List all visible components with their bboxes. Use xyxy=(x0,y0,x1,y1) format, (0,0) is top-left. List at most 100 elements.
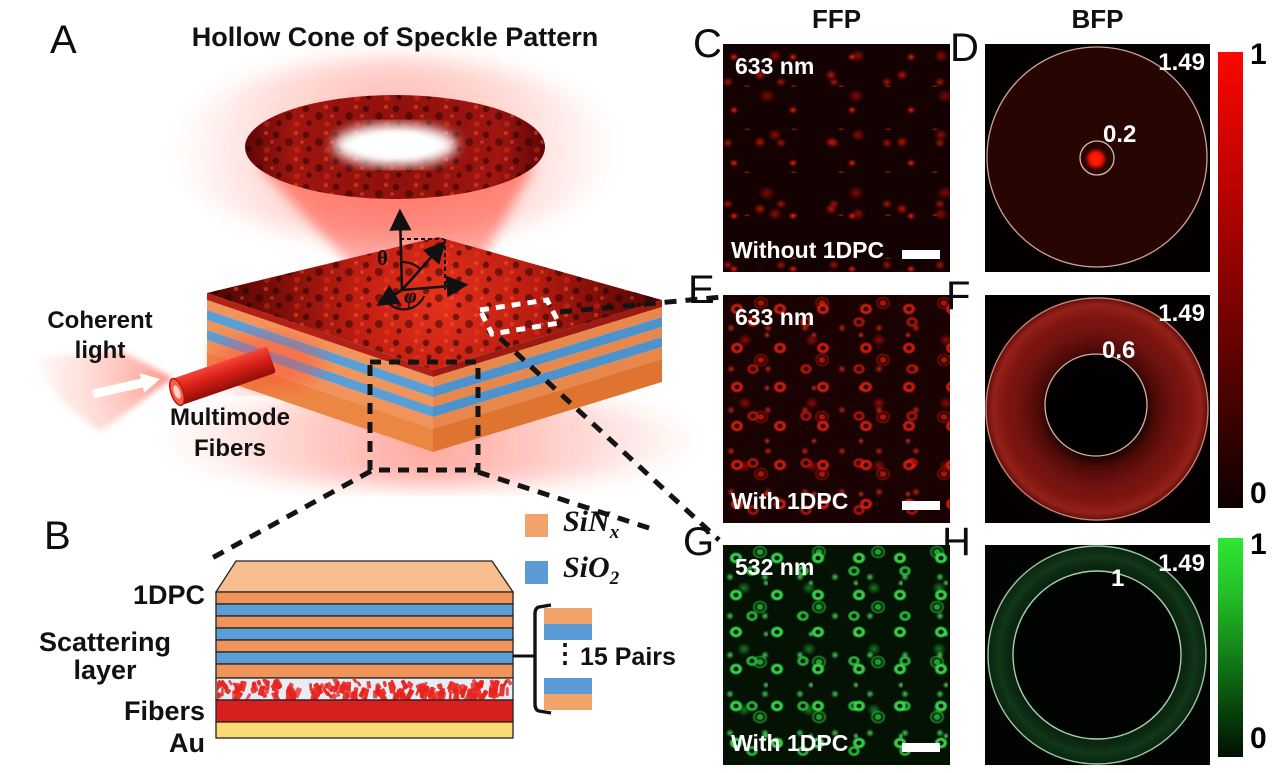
axes-group xyxy=(376,208,469,311)
coherent-light-label: Coherent light xyxy=(35,306,165,366)
layer-stack-diagram xyxy=(214,560,515,739)
stack-sio-1 xyxy=(215,603,514,617)
pair-bottom-sinx xyxy=(544,694,592,710)
panel-h-bfp xyxy=(985,545,1210,765)
light-direction-arrow xyxy=(92,373,160,399)
sinx-base: SiN xyxy=(563,505,610,538)
stack-fibers-layer xyxy=(215,699,514,723)
legend-label-sio2: SiO2 xyxy=(563,551,619,590)
panel-letter-e: E xyxy=(688,268,715,312)
stack-sin-3 xyxy=(215,639,514,653)
bfp-ring-hole xyxy=(1013,571,1181,739)
layer-label-fibers: Fibers xyxy=(123,696,205,726)
coherent-light-line1: Coherent xyxy=(47,307,153,334)
panel-g-condition: With 1DPC xyxy=(731,730,849,756)
panel-c-scalebar xyxy=(902,250,940,259)
legend-swatch-sio2 xyxy=(525,561,548,584)
panel-h-na-outer: 1.49 xyxy=(1158,550,1205,577)
legend-swatch-sinx xyxy=(525,514,548,537)
zoom-line-b-left xyxy=(210,468,373,561)
stack-sin-4 xyxy=(215,663,514,679)
hollow-center xyxy=(355,132,435,158)
panel-letter-f: F xyxy=(946,274,971,318)
fiber-rod xyxy=(168,347,276,407)
panel-h-image: 1.49 1 xyxy=(985,545,1210,765)
multimode-fibers-label: Multimode Fibers xyxy=(150,402,310,464)
colorbar-red xyxy=(1218,52,1243,508)
colorbar-green-max: 1 xyxy=(1250,528,1267,561)
roi-annotations xyxy=(210,294,723,561)
panel-letter-d: D xyxy=(950,26,979,70)
panel-letter-a: A xyxy=(50,18,77,62)
panel-letter-g: G xyxy=(683,520,715,564)
legend-label-sinx: SiNx xyxy=(563,505,619,544)
pairs-label: 15 Pairs xyxy=(580,643,676,671)
legend-group xyxy=(513,514,592,715)
fiber-group xyxy=(34,334,323,432)
zoom-line-e-top xyxy=(559,294,723,315)
panel-e-condition: With 1DPC xyxy=(731,488,849,514)
na-circle-inner xyxy=(1079,140,1115,176)
column-title-bfp: BFP xyxy=(1071,4,1124,34)
coherent-light-line2: light xyxy=(74,337,126,364)
axis-slant xyxy=(401,240,446,291)
axis-downleft xyxy=(376,284,403,306)
scattering-line2: layer xyxy=(73,655,137,686)
stack-top-cap xyxy=(214,560,515,593)
panel-g-image: 532 nm With 1DPC xyxy=(723,545,950,765)
panel-d-image: 1.49 0.2 xyxy=(985,44,1210,272)
stack-sin-1 xyxy=(215,591,514,605)
panel-f-na-inner: 0.6 xyxy=(1102,337,1136,364)
scattering-speckles xyxy=(217,679,512,700)
phi-arc xyxy=(383,295,426,311)
colorbar-green-min: 0 xyxy=(1250,722,1267,755)
panel-letter-c: C xyxy=(693,22,722,66)
na-circle-outer xyxy=(985,297,1209,521)
panel-h-na-inner: 1 xyxy=(1111,565,1125,592)
zoom-line-e-bottom xyxy=(498,336,721,542)
colorbar-red-max: 1 xyxy=(1250,38,1267,71)
panel-c-condition: Without 1DPC xyxy=(731,237,885,263)
axis-vertical xyxy=(389,208,412,291)
axis-right xyxy=(401,275,469,298)
colorbar-green xyxy=(1218,538,1243,757)
multimode-line1: Multimode xyxy=(170,404,290,431)
layer-label-1dpc: 1DPC xyxy=(132,580,205,610)
sio2-sub: 2 xyxy=(609,568,620,589)
zoom-line-b-right xyxy=(477,469,656,533)
multimode-line2: Fibers xyxy=(193,435,267,463)
sinx-sub: x xyxy=(609,522,620,543)
layer-label-scattering: Scattering layer xyxy=(5,628,205,685)
na-circle-inner xyxy=(1012,570,1182,740)
panel-f-image: 1.49 0.6 xyxy=(985,295,1210,523)
panel-d-na-outer: 1.49 xyxy=(1158,49,1205,76)
stack-sin-2 xyxy=(215,615,514,629)
panel-g-scalebar xyxy=(902,743,940,752)
pair-top-sinx xyxy=(544,608,592,624)
panel-e-image: 633 nm With 1DPC xyxy=(723,295,950,523)
pair-bottom-sio2 xyxy=(544,678,592,694)
na-circle-inner xyxy=(1044,353,1148,457)
scattering-line1: Scattering xyxy=(38,627,172,657)
panel-letter-b: B xyxy=(44,514,71,558)
panel-c-wavelength: 633 nm xyxy=(735,53,815,79)
na-circle-outer xyxy=(987,545,1207,765)
panel-g-wavelength: 532 nm xyxy=(735,554,815,580)
panel-letter-h: H xyxy=(942,520,971,564)
stack-sio-2 xyxy=(215,627,514,641)
pairs-bracket xyxy=(533,603,552,715)
column-title-ffp: FFP xyxy=(811,4,862,34)
panel-e-wavelength: 633 nm xyxy=(735,304,815,330)
panel-e-scalebar xyxy=(902,501,940,510)
sio2-base: SiO xyxy=(563,551,610,584)
colorbar-red-min: 0 xyxy=(1250,477,1267,510)
panel-c-image: 633 nm Without 1DPC xyxy=(723,44,950,272)
theta-label: θ xyxy=(377,246,388,270)
panel-d-na-inner: 0.2 xyxy=(1103,121,1137,148)
theta-arc xyxy=(401,260,422,271)
phi-label: φ xyxy=(404,283,417,308)
pair-top-sio2 xyxy=(544,624,592,640)
stack-au-layer xyxy=(215,721,514,739)
